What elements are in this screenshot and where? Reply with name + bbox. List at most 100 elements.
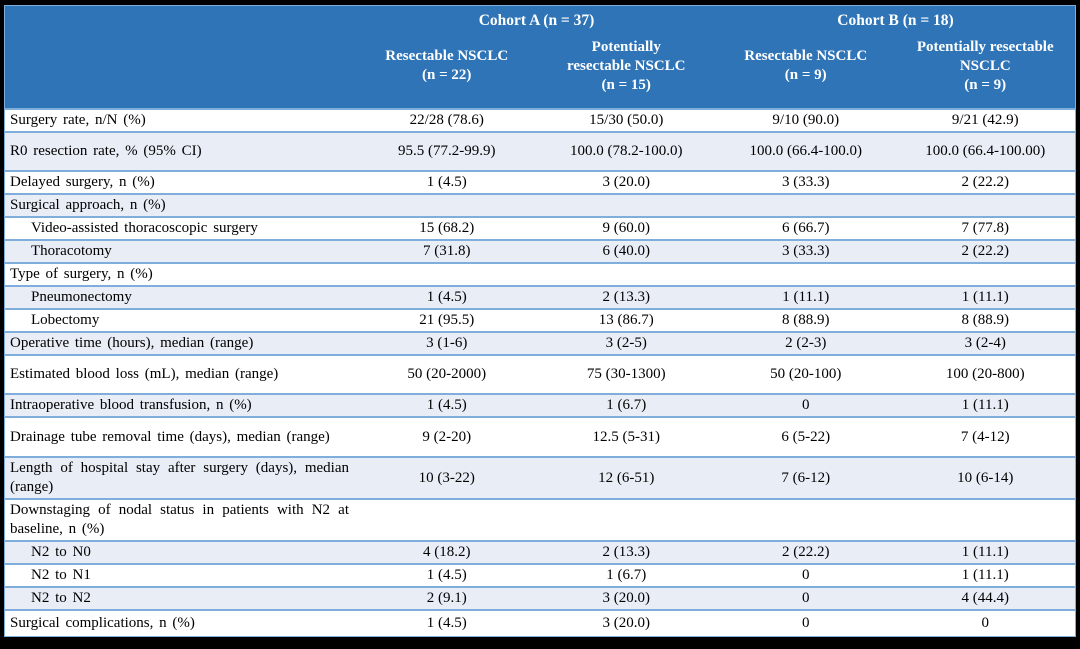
row-label: Estimated blood loss (mL), median (range… bbox=[10, 366, 279, 382]
row-label: Surgical approach, n (%) bbox=[10, 197, 166, 213]
value-cell-cohort-b-resectable: 6 (5-22) bbox=[781, 428, 831, 445]
row-label-cell: Surgical approach, n (%) bbox=[5, 195, 357, 216]
row-label-cell: R0 resection rate, % (95% CI) bbox=[5, 133, 357, 170]
table-row: Drainage tube removal time (days), media… bbox=[5, 416, 1075, 456]
value-cell-cohort-b-resectable: 9/10 (90.0) bbox=[772, 112, 840, 128]
row-label: Downstaging of nodal status in patients … bbox=[10, 502, 349, 537]
cohort-header-row: Cohort A (n = 37) Cohort B (n = 18) bbox=[5, 6, 1075, 32]
value-cell-cohort-a-resectable: 3 (1-6) bbox=[426, 335, 468, 351]
row-label: Type of surgery, n (%) bbox=[10, 266, 153, 282]
value-cell-cohort-a-resectable: 9 (2-20) bbox=[422, 428, 472, 445]
row-label-cell: Downstaging of nodal status in patients … bbox=[5, 500, 357, 540]
value-cell-cohort-a-resectable: 1 (4.5) bbox=[426, 174, 467, 190]
row-label: Lobectomy bbox=[31, 312, 100, 328]
row-label: R0 resection rate, % (95% CI) bbox=[10, 143, 202, 159]
value-cell-cohort-b-potentially-resectable: 2 (22.2) bbox=[961, 174, 1010, 190]
value-cell-cohort-a-potentially-resectable: 6 (40.0) bbox=[602, 243, 651, 259]
value-cell-cohort-a-resectable: 4 (18.2) bbox=[423, 544, 471, 560]
row-label: Operative time (hours), median (range) bbox=[10, 335, 254, 351]
row-label: Thoracotomy bbox=[31, 243, 112, 259]
value-cell-cohort-a-potentially-resectable: 1 (6.7) bbox=[606, 397, 647, 413]
value-cell-cohort-b-resectable: 2 (22.2) bbox=[782, 544, 830, 560]
row-label: Video-assisted thoracoscopic surgery bbox=[31, 220, 258, 236]
value-cell-cohort-a-resectable: 1 (4.5) bbox=[426, 289, 467, 305]
table-row: Intraoperative blood transfusion, n (%) … bbox=[5, 393, 1075, 416]
row-label-cell: Lobectomy bbox=[5, 310, 357, 331]
cohort-a-header: Cohort A (n = 37) bbox=[478, 12, 595, 29]
value-cell-cohort-b-resectable: 0 bbox=[802, 590, 810, 606]
value-cell-cohort-a-potentially-resectable: 3 (2-5) bbox=[605, 335, 647, 351]
row-label: N2 to N0 bbox=[31, 544, 91, 560]
value-cell-cohort-a-resectable bbox=[357, 500, 537, 540]
outcomes-table: Cohort A (n = 37) Cohort B (n = 18) Rese… bbox=[4, 5, 1076, 637]
row-label-cell: Video-assisted thoracoscopic surgery bbox=[5, 218, 357, 239]
row-label-cell: Delayed surgery, n (%) bbox=[5, 172, 357, 193]
table-header: Cohort A (n = 37) Cohort B (n = 18) Rese… bbox=[5, 6, 1075, 108]
row-label-cell: Type of surgery, n (%) bbox=[5, 264, 357, 285]
value-cell-cohort-b-resectable: 0 bbox=[802, 397, 810, 413]
row-label-cell: Operative time (hours), median (range) bbox=[5, 333, 357, 354]
value-cell-cohort-a-resectable: 1 (4.5) bbox=[426, 567, 467, 583]
column-header-spacer bbox=[5, 66, 357, 74]
value-cell-cohort-a-potentially-resectable: 13 (86.7) bbox=[598, 312, 654, 328]
value-cell-cohort-a-potentially-resectable bbox=[537, 500, 717, 540]
value-cell-cohort-b-potentially-resectable: 1 (11.1) bbox=[961, 289, 1009, 305]
row-label-cell: Intraoperative blood transfusion, n (%) bbox=[5, 395, 357, 416]
row-label-cell: Pneumonectomy bbox=[5, 287, 357, 308]
value-cell-cohort-a-potentially-resectable: 12 (6-51) bbox=[598, 469, 655, 486]
value-cell-cohort-a-resectable: 1 (4.5) bbox=[426, 397, 467, 413]
column-header-resectable-b: Resectable NSCLC (n = 9) bbox=[744, 48, 868, 83]
cohort-b-header: Cohort B (n = 18) bbox=[837, 12, 954, 29]
value-cell-cohort-a-potentially-resectable: 15/30 (50.0) bbox=[589, 112, 664, 128]
value-cell-cohort-a-resectable: 22/28 (78.6) bbox=[409, 112, 484, 128]
value-cell-cohort-b-resectable: 100.0 (66.4-100.0) bbox=[749, 143, 863, 159]
value-cell-cohort-a-potentially-resectable: 2 (13.3) bbox=[602, 289, 651, 305]
value-cell-cohort-b-potentially-resectable: 9/21 (42.9) bbox=[951, 112, 1019, 128]
value-cell-cohort-b-potentially-resectable: 0 bbox=[981, 615, 990, 631]
row-label-cell: Thoracotomy bbox=[5, 241, 357, 262]
row-label: N2 to N2 bbox=[31, 590, 91, 606]
table-row: Estimated blood loss (mL), median (range… bbox=[5, 354, 1075, 393]
value-cell-cohort-b-potentially-resectable: 8 (88.9) bbox=[961, 312, 1010, 328]
value-cell-cohort-a-potentially-resectable: 9 (60.0) bbox=[602, 220, 651, 236]
row-label-cell: N2 to N2 bbox=[5, 588, 357, 609]
value-cell-cohort-b-resectable bbox=[716, 500, 896, 540]
value-cell-cohort-b-resectable: 0 bbox=[802, 567, 810, 583]
row-label-cell: N2 to N0 bbox=[5, 542, 357, 563]
value-cell-cohort-b-potentially-resectable: 4 (44.4) bbox=[961, 590, 1010, 606]
value-cell-cohort-b-potentially-resectable: 1 (11.1) bbox=[961, 544, 1009, 560]
row-label-cell: Drainage tube removal time (days), media… bbox=[5, 418, 357, 456]
value-cell-cohort-b-resectable: 7 (6-12) bbox=[781, 469, 831, 486]
value-cell-cohort-a-potentially-resectable: 12.5 (5-31) bbox=[592, 428, 661, 445]
value-cell-cohort-b-potentially-resectable: 7 (4-12) bbox=[960, 428, 1010, 445]
value-cell-cohort-a-potentially-resectable bbox=[537, 264, 717, 285]
value-cell-cohort-b-resectable: 1 (11.1) bbox=[782, 289, 830, 305]
value-cell-cohort-b-potentially-resectable: 7 (77.8) bbox=[961, 220, 1010, 236]
table-row: Pneumonectomy 1 (4.5) 2 (13.3) 1 (11.1) … bbox=[5, 285, 1075, 308]
value-cell-cohort-a-resectable bbox=[357, 195, 537, 216]
value-cell-cohort-b-potentially-resectable: 10 (6-14) bbox=[957, 469, 1014, 486]
value-cell-cohort-a-resectable: 1 (4.5) bbox=[426, 615, 467, 631]
table-row: Delayed surgery, n (%) 1 (4.5) 3 (20.0) … bbox=[5, 170, 1075, 193]
row-label-cell: Surgical complications, n (%) bbox=[5, 611, 357, 636]
value-cell-cohort-b-resectable: 0 bbox=[802, 615, 810, 631]
value-cell-cohort-a-potentially-resectable: 3 (20.0) bbox=[602, 174, 651, 190]
value-cell-cohort-b-resectable: 3 (33.3) bbox=[782, 174, 830, 190]
value-cell-cohort-a-potentially-resectable: 1 (6.7) bbox=[606, 567, 647, 583]
table-row: Surgical approach, n (%) bbox=[5, 193, 1075, 216]
value-cell-cohort-a-potentially-resectable: 3 (20.0) bbox=[602, 590, 651, 606]
value-cell-cohort-b-potentially-resectable: 100 (20-800) bbox=[945, 366, 1025, 382]
column-header-row: Resectable NSCLC (n = 22) Potentially re… bbox=[5, 32, 1075, 108]
row-label: N2 to N1 bbox=[31, 567, 91, 583]
value-cell-cohort-a-potentially-resectable: 3 (20.0) bbox=[602, 615, 651, 631]
column-header-potentially-resectable-a: Potentially resectable NSCLC (n = 15) bbox=[567, 38, 686, 93]
table-row: R0 resection rate, % (95% CI) 95.5 (77.2… bbox=[5, 131, 1075, 170]
table-body: Surgery rate, n/N (%) 22/28 (78.6) 15/30… bbox=[5, 108, 1075, 636]
value-cell-cohort-b-potentially-resectable: 2 (22.2) bbox=[961, 243, 1010, 259]
value-cell-cohort-a-resectable: 50 (20-2000) bbox=[407, 366, 487, 382]
column-header-potentially-resectable-b: Potentially resectable NSCLC (n = 9) bbox=[916, 38, 1054, 93]
table-row: Video-assisted thoracoscopic surgery 15 … bbox=[5, 216, 1075, 239]
value-cell-cohort-a-resectable: 95.5 (77.2-99.9) bbox=[398, 143, 496, 159]
column-header-resectable-a: Resectable NSCLC (n = 22) bbox=[385, 48, 509, 83]
table-row: Length of hospital stay after surgery (d… bbox=[5, 456, 1075, 498]
